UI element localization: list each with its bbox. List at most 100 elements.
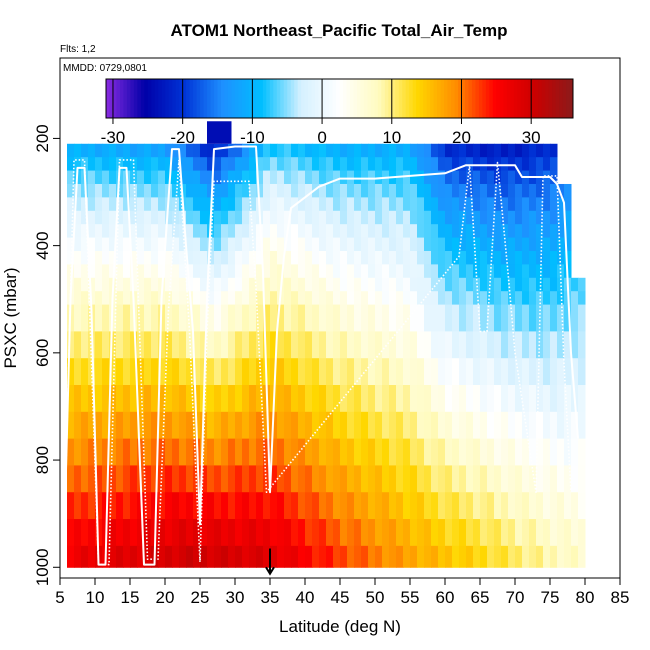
heatmap-cell [305,277,313,292]
heatmap-cell [396,224,404,239]
colorbar-segment [221,79,225,118]
heatmap-cell [130,411,138,440]
heatmap-cell [403,331,411,359]
heatmap-cell [130,358,138,386]
heatmap-cell [340,210,348,225]
heatmap-cell [172,143,180,158]
heatmap-cell [298,304,306,332]
colorbar-segment [405,79,410,118]
heatmap-cell [74,250,82,265]
heatmap-cell [410,385,418,413]
x-tick-label: 60 [436,588,455,607]
heatmap-cell [578,331,586,359]
heatmap-cell [494,385,502,413]
colorbar-segment [269,79,274,118]
heatmap-cell [340,197,348,212]
colorbar-segment [531,79,536,118]
heatmap-cell [557,385,565,413]
heatmap-cell [116,519,124,547]
heatmap-cell [515,438,523,466]
heatmap-cell [473,519,481,547]
heatmap-cell [508,197,516,212]
heatmap-cell [354,250,362,265]
colorbar-segment [552,79,557,118]
heatmap-cell [452,291,460,306]
colorbar-segment [433,79,438,118]
heatmap-cell [508,237,516,252]
colorbar-segment [137,79,142,118]
heatmap-cell [396,492,404,520]
heatmap-cell [284,197,292,212]
heatmap-cell [396,438,404,466]
heatmap-cell [130,465,138,493]
heatmap-cell [242,545,250,568]
heatmap-cell [473,277,481,292]
heatmap-cell [214,224,222,239]
heatmap-cell [291,264,299,279]
heatmap-cell [186,304,194,332]
heatmap-cell [88,183,96,198]
colorbar-segment [193,79,198,118]
heatmap-cell [571,411,579,440]
heatmap-cell [522,264,530,279]
heatmap-cell [410,358,418,386]
heatmap-cell [550,438,558,466]
heatmap-cell [95,210,103,225]
heatmap-cell [536,465,544,493]
x-tick-label: 50 [366,588,385,607]
colorbar-segment [475,79,480,118]
heatmap-cell [298,291,306,306]
heatmap-cell [228,237,236,252]
heatmap-cell [543,210,551,225]
heatmap-cell [179,358,187,386]
heatmap-cell [508,358,516,386]
heatmap-cell [361,157,369,172]
heatmap-cell [144,237,152,252]
heatmap-cell [102,250,110,265]
heatmap-cell [312,157,320,172]
heatmap-cell [347,250,355,265]
heatmap-cell [172,157,180,172]
heatmap-cell [417,438,425,466]
x-tick-label: 15 [121,588,140,607]
colorbar-segment [517,79,522,118]
heatmap-cell [431,519,439,547]
heatmap-cell [557,304,565,332]
heatmap-cell [137,157,145,172]
colorbar-segment [304,79,309,118]
heatmap-cell [137,143,145,158]
heatmap-cell [263,143,271,158]
heatmap-cell [207,143,215,158]
colorbar-segment [266,79,271,118]
heatmap-cell [417,170,425,185]
heatmap-cell [529,197,537,212]
heatmap-cell [550,157,558,172]
heatmap-cell [466,277,474,292]
heatmap-cell [403,304,411,332]
heatmap-cell [81,465,89,493]
heatmap-cell [312,210,320,225]
heatmap-cell [228,545,236,568]
heatmap-cell [494,264,502,279]
heatmap-cell [480,492,488,520]
heatmap-cell [466,545,474,568]
heatmap-cell [319,197,327,212]
heatmap-cell [361,465,369,493]
heatmap-cell [88,438,96,466]
heatmap-cell [151,358,159,386]
heatmap-cell [501,170,509,185]
heatmap-cell [186,465,194,493]
heatmap-cell [270,465,278,493]
heatmap-cell [424,331,432,359]
colorbar-segment [308,79,313,118]
heatmap-cell [431,197,439,212]
heatmap-cell [382,291,390,306]
heatmap-cell [410,250,418,265]
heatmap-cell [137,277,145,292]
heatmap-cell [522,465,530,493]
heatmap-cell [466,170,474,185]
heatmap-cell [410,411,418,440]
heatmap-cell [396,358,404,386]
heatmap-cell [228,358,236,386]
heatmap-cell [298,519,306,547]
